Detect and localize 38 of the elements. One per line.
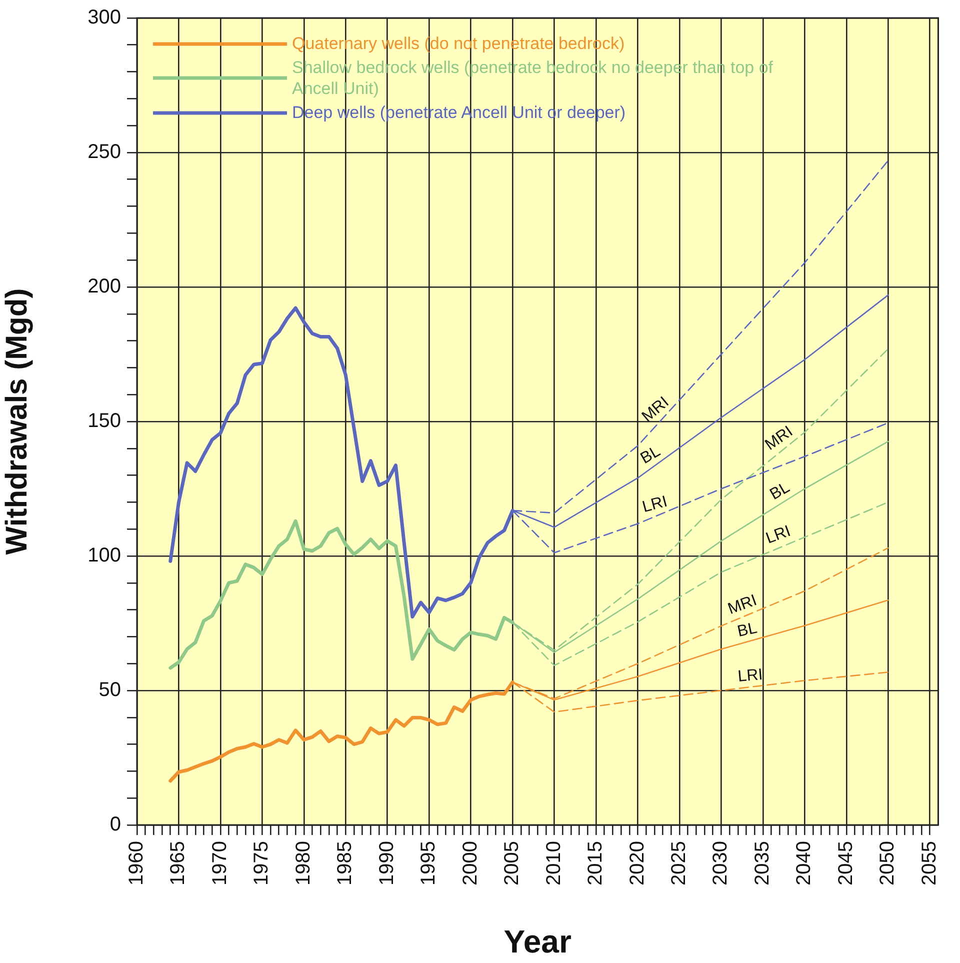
annotation: BL: [736, 620, 759, 640]
y-tick-label: 200: [88, 276, 121, 298]
x-tick-label: 2050: [876, 841, 899, 886]
x-axis-title: Year: [504, 924, 572, 960]
x-tick-label: 2005: [501, 841, 524, 886]
y-tick-label: 50: [98, 679, 121, 702]
x-tick-label: 1960: [126, 841, 148, 886]
x-tick-label: 2035: [751, 841, 774, 886]
x-tick-label: 1975: [250, 841, 273, 886]
x-tick-label: 2030: [710, 841, 732, 886]
x-tick-label: 1970: [208, 841, 231, 886]
x-tick-label: 1980: [292, 841, 314, 886]
y-tick-label: 300: [88, 6, 121, 29]
x-tick-label: 2015: [584, 841, 607, 886]
y-tick-label: 250: [88, 141, 121, 164]
x-tick-label: 1995: [418, 841, 440, 886]
annotation: MRI: [726, 592, 760, 618]
x-tick-label: 2020: [626, 841, 648, 886]
y-tick-label: 100: [88, 544, 121, 567]
x-tick-label: 1990: [376, 841, 398, 886]
annotation: LRI: [764, 522, 793, 548]
x-tick-label: 2025: [668, 841, 690, 886]
annotation: LRI: [737, 666, 764, 686]
annotation: MRI: [638, 394, 672, 426]
x-tick-label: 2000: [459, 841, 482, 886]
x-tick-label: 2045: [834, 841, 857, 886]
y-axis-title: Withdrawals (Mgd): [0, 288, 34, 555]
annotation: BL: [638, 442, 664, 468]
y-tick-label: 150: [88, 410, 121, 432]
x-tick-label: 1965: [167, 841, 190, 886]
annotation: MRI: [762, 423, 796, 454]
annotation: BL: [767, 478, 793, 504]
x-tick-label: 2055: [918, 841, 940, 886]
x-tick-label: 2010: [542, 841, 565, 886]
y-tick-label: 0: [110, 814, 121, 836]
x-tick-label: 1985: [334, 841, 356, 886]
annotation: LRI: [640, 493, 670, 516]
x-tick-label: 2040: [793, 841, 816, 886]
